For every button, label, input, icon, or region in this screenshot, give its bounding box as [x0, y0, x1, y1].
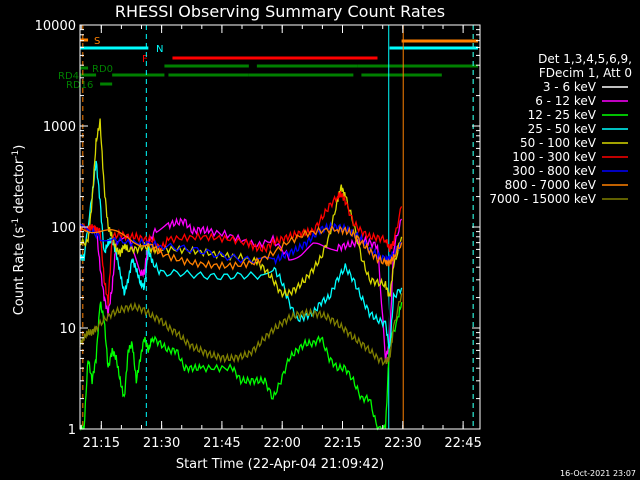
flag-label: F	[142, 54, 148, 65]
legend-entry-label: 6 - 12 keV	[535, 94, 597, 108]
flag-label: RD0	[92, 64, 113, 75]
y-tick-label: 100	[51, 221, 76, 236]
plot-frame	[79, 24, 481, 430]
series-line	[79, 191, 403, 306]
series-line	[79, 224, 403, 271]
legend-entry-label: 300 - 800 keV	[512, 164, 596, 178]
x-tick-label: 22:30	[384, 436, 421, 451]
legend-header-2: FDecim 1, Att 0	[539, 66, 632, 80]
y-axis-label-end: )	[12, 145, 27, 150]
footer-date: 16-Oct-2021 23:07	[560, 469, 636, 478]
y-tick-label: 1	[68, 423, 76, 438]
y-axis-label-exp1: -1	[11, 218, 21, 227]
y-tick-label: 10	[59, 322, 76, 337]
legend-entry-label: 7000 - 15000 keV	[489, 192, 596, 206]
y-axis-label-exp2: -1	[11, 150, 21, 159]
y-axis-label-main: Count Rate (s	[12, 227, 27, 316]
x-tick-label: 21:15	[83, 436, 120, 451]
y-axis-label: Count Rate (s-1 detector-1)	[11, 145, 27, 316]
x-axis-label: Start Time (22-Apr-04 21:09:42)	[176, 457, 384, 472]
flag-label: N	[156, 44, 163, 55]
legend-entry-label: 50 - 100 keV	[520, 136, 597, 150]
x-tick-label: 22:15	[324, 436, 361, 451]
y-tick-label: 10000	[35, 19, 76, 34]
series-layer	[79, 118, 403, 431]
legend-entry-label: 100 - 300 keV	[512, 150, 596, 164]
x-tick-label: 22:00	[263, 436, 300, 451]
legend-entry-label: 25 - 50 keV	[528, 122, 597, 136]
chart-title: RHESSI Observing Summary Count Rates	[115, 2, 445, 21]
legend-entry-label: 3 - 6 keV	[543, 80, 597, 94]
x-tick-label: 21:45	[203, 436, 240, 451]
legend-entry-label: 800 - 7000 keV	[505, 178, 597, 192]
y-tick-label: 1000	[43, 120, 76, 135]
axis-layer: 1 10 100 1000 10000 21:15 21:30 21:45 22:00 22:15…	[35, 19, 482, 451]
legend-entry-label: 12 - 25 keV	[528, 108, 597, 122]
x-tick-label: 22:45	[444, 436, 481, 451]
legend-header-1: Det 1,3,4,5,6,9,	[538, 52, 632, 66]
flag-label: RD4	[58, 71, 79, 82]
series-line	[79, 301, 403, 431]
y-axis-label-mid: detector	[12, 158, 27, 218]
series-line	[95, 216, 403, 362]
flag-label: S	[94, 36, 100, 47]
series-line	[159, 196, 402, 430]
x-tick-label: 21:30	[143, 436, 180, 451]
series-line	[79, 293, 403, 367]
legend: Det 1,3,4,5,6,9, FDecim 1, Att 0 3 - 6 k…	[489, 52, 632, 206]
